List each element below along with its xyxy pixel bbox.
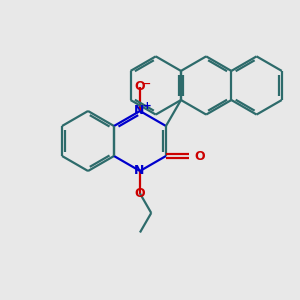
Text: N: N <box>134 164 145 178</box>
Text: O: O <box>195 149 206 163</box>
Text: +: + <box>142 101 151 111</box>
Text: O: O <box>134 80 145 93</box>
Text: N: N <box>134 104 145 117</box>
Text: −: − <box>142 78 151 88</box>
Text: O: O <box>135 187 145 200</box>
